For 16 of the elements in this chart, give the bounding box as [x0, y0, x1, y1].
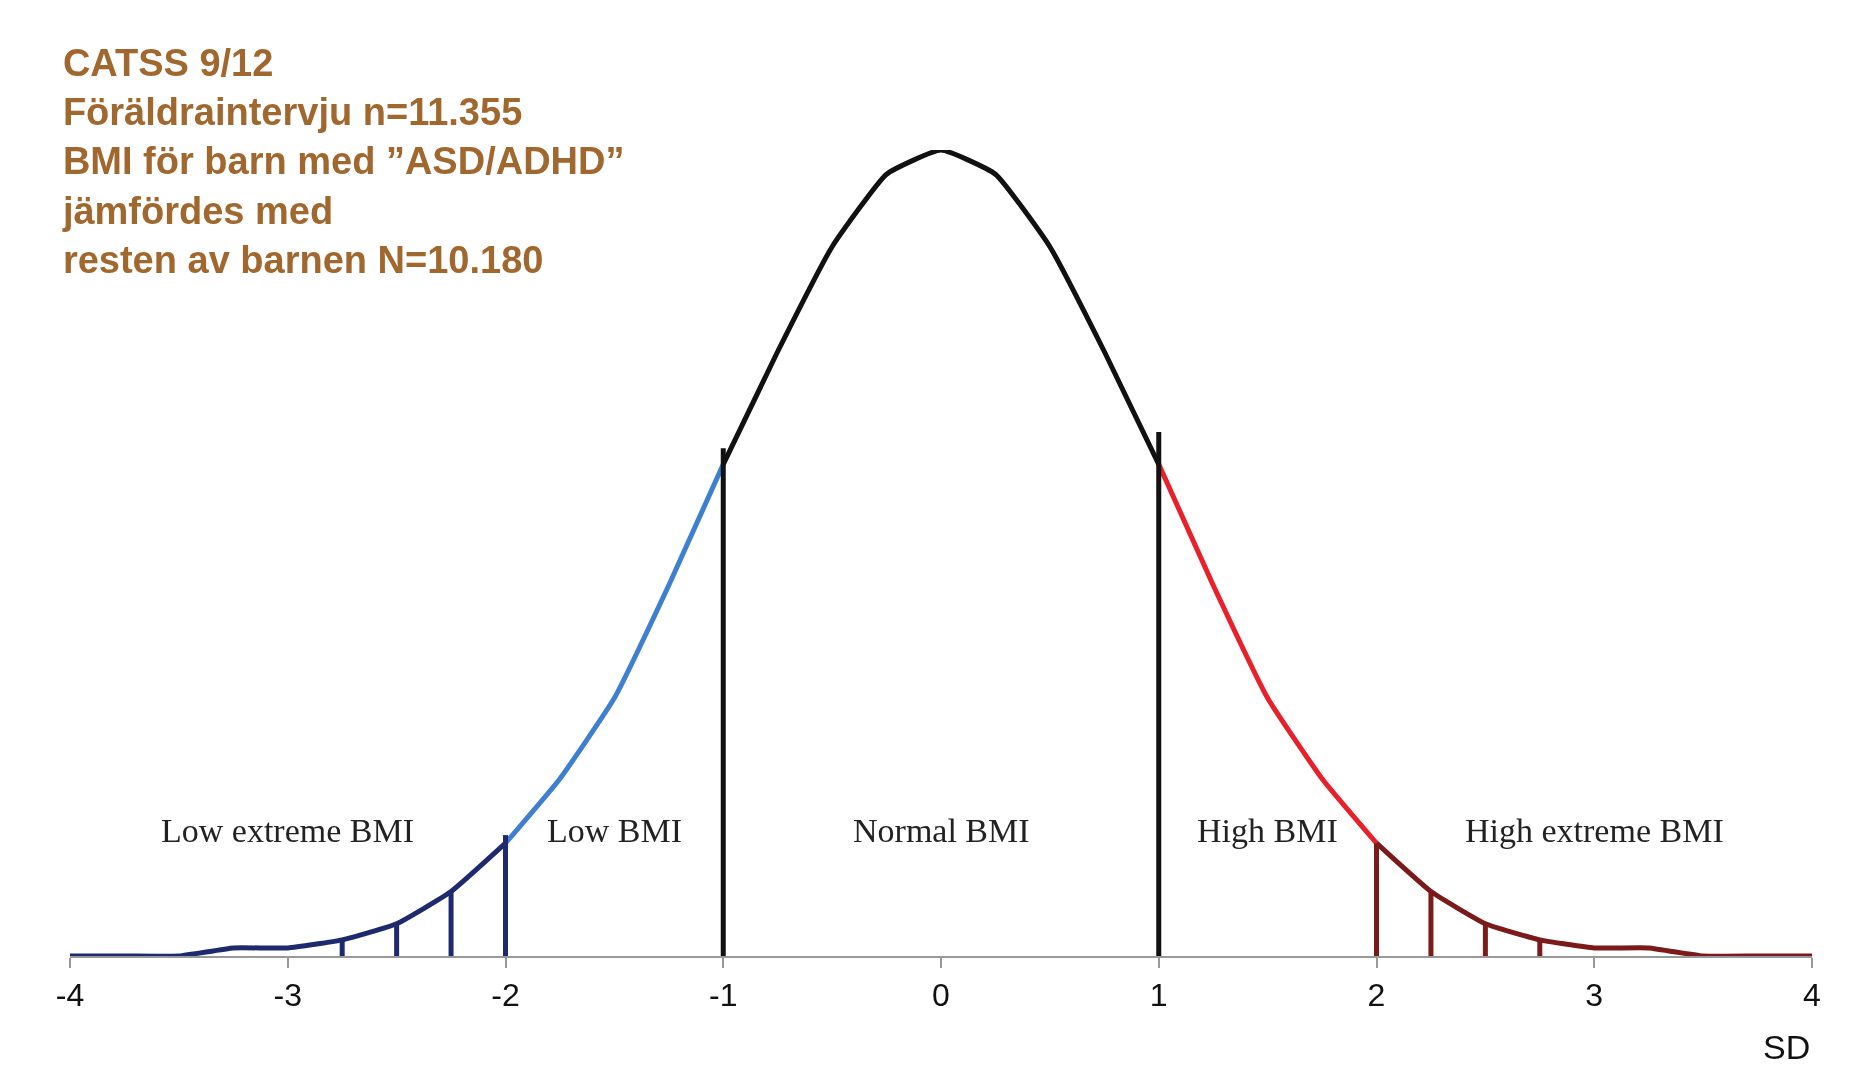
x-tick-label: 2	[1367, 977, 1386, 1014]
x-tick-label: 4	[1803, 977, 1821, 1014]
x-tick-label: -1	[709, 977, 738, 1014]
x-tick-label: -2	[491, 977, 520, 1014]
x-tick-label: -4	[55, 977, 85, 1014]
x-tick-label: -3	[273, 977, 302, 1014]
x-tick-label: 3	[1585, 977, 1604, 1014]
chart-title: CATSS 9/12 Föräldraintervju n=11.355 BMI för barn med ”ASD/ADHD” jämfördes med resten av barnen N=10.180	[61, 41, 625, 282]
x-tick-label: 0	[932, 977, 950, 1014]
annotation: High extreme BMI	[1465, 812, 1724, 849]
annotation: Low BMI	[547, 812, 683, 849]
annotation: Normal BMI	[853, 812, 1030, 849]
annotation: High BMI	[1197, 812, 1338, 849]
x-tick-label: 1	[1149, 977, 1168, 1014]
x-axis-title: SD	[1763, 1028, 1811, 1066]
annotation: Low extreme BMI	[161, 812, 415, 849]
